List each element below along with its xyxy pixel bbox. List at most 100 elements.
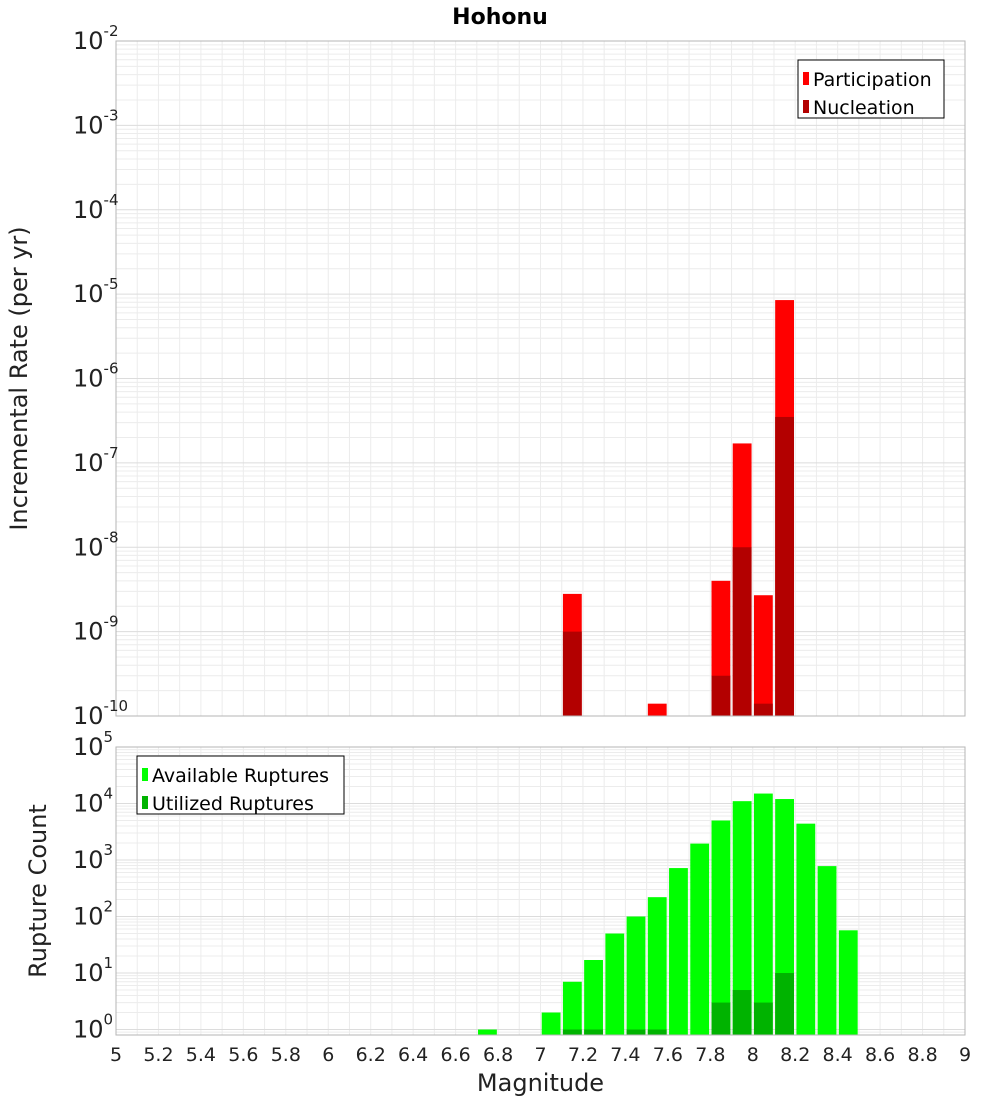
- top-bar-secondary: [753, 703, 773, 716]
- top-bar-secondary: [775, 416, 794, 716]
- y-tick-exponent: 0: [104, 1011, 114, 1029]
- y-tick-exponent: 3: [104, 841, 114, 859]
- y-tick-base: 10: [73, 702, 104, 730]
- y-tick-label: 102: [73, 898, 113, 931]
- top-legend: Participation Nucleation: [797, 59, 945, 119]
- legend-box: [136, 755, 345, 815]
- top-bar-primary: [753, 595, 773, 716]
- bottom-bar-primary: [690, 843, 710, 1035]
- y-tick-exponent: 1: [104, 954, 114, 972]
- x-tick-label: 8.8: [907, 1044, 937, 1066]
- bottom-bar-secondary: [753, 1002, 773, 1035]
- y-tick-base: 10: [73, 533, 104, 561]
- y-tick-exponent: -5: [104, 275, 119, 293]
- bottom-bar-primary: [796, 823, 816, 1035]
- y-tick-exponent: 5: [104, 728, 114, 746]
- bottom-y-axis-label: Rupture Count: [24, 804, 52, 978]
- legend-swatch: [803, 100, 809, 113]
- y-tick-base: 10: [73, 449, 104, 477]
- y-tick-exponent: -3: [104, 106, 119, 124]
- y-tick-label: 104: [73, 785, 113, 818]
- y-tick-base: 10: [73, 790, 104, 818]
- y-tick-label: 10-9: [73, 613, 119, 646]
- y-tick-base: 10: [73, 959, 104, 987]
- bottom-plot-frame: [115, 746, 966, 1036]
- x-tick-label: 5.2: [143, 1044, 173, 1066]
- bottom-bar-secondary: [732, 990, 752, 1035]
- bottom-bar-primary: [647, 897, 667, 1035]
- y-tick-label: 10-6: [73, 360, 119, 393]
- bottom-bar-secondary: [626, 1029, 646, 1035]
- y-tick-exponent: -9: [104, 613, 119, 631]
- x-tick-label: 6: [322, 1044, 334, 1066]
- legend-swatch: [142, 796, 148, 809]
- top-series-1: [562, 416, 794, 716]
- top-y-axis-label: Incremental Rate (per yr): [5, 226, 33, 530]
- x-tick-label: 8.6: [865, 1044, 895, 1066]
- y-tick-label: 100: [73, 1011, 113, 1044]
- x-tick-label: 7.8: [695, 1044, 725, 1066]
- y-tick-label: 10-4: [73, 191, 119, 224]
- top-bar-secondary: [732, 547, 752, 716]
- y-tick-base: 10: [73, 27, 104, 55]
- y-tick-label: 10-3: [73, 106, 119, 139]
- top-plot-frame: [115, 40, 966, 717]
- x-tick-label: 5.8: [271, 1044, 301, 1066]
- bottom-legend: Available Ruptures Utilized Ruptures: [136, 755, 345, 815]
- y-tick-label: 10-10: [73, 697, 128, 730]
- top-bar-primary: [647, 703, 667, 716]
- y-tick-label: 10-7: [73, 444, 119, 477]
- y-tick-base: 10: [73, 1016, 104, 1044]
- y-tick-label: 10-8: [73, 528, 119, 561]
- bottom-bar-primary: [626, 916, 646, 1035]
- x-tick-label: 6.4: [398, 1044, 428, 1066]
- bottom-bar-primary: [605, 933, 625, 1035]
- top-grid: [115, 41, 966, 717]
- legend-label: Available Ruptures: [152, 765, 329, 787]
- bottom-bar-primary: [753, 793, 773, 1035]
- top-bar-secondary: [562, 631, 582, 716]
- top-panel: 10-1010-910-810-710-610-510-410-310-2Inc…: [5, 22, 966, 730]
- bottom-bar-secondary: [775, 973, 794, 1035]
- y-tick-exponent: -2: [104, 22, 119, 40]
- y-tick-label: 105: [73, 728, 113, 761]
- bottom-bar-primary: [817, 866, 837, 1035]
- y-tick-base: 10: [73, 733, 104, 761]
- x-tick-label: 7: [534, 1044, 546, 1066]
- bottom-series-1: [562, 973, 794, 1035]
- x-tick-label: 5.4: [186, 1044, 216, 1066]
- legend-swatch: [803, 72, 809, 85]
- y-tick-exponent: 2: [104, 898, 114, 916]
- y-tick-exponent: 4: [104, 785, 114, 803]
- x-tick-label: 7.4: [610, 1044, 640, 1066]
- y-tick-exponent: -10: [104, 697, 129, 715]
- y-tick-exponent: -7: [104, 444, 119, 462]
- x-tick-label: 8: [747, 1044, 759, 1066]
- y-tick-label: 103: [73, 841, 113, 874]
- x-tick-label: 9: [959, 1044, 971, 1066]
- x-tick-labels: 5 5.2 5.4 5.6 5.8 6 6.2 6.4 6.6 6.8 7 7.2 7.4 7.6 7.8 8…: [110, 1044, 971, 1066]
- y-tick-label: 10-2: [73, 22, 119, 55]
- x-tick-label: 6.2: [356, 1044, 386, 1066]
- x-tick-label: 6.6: [440, 1044, 470, 1066]
- chart-title: Hohonu: [452, 5, 548, 30]
- x-tick-label: 5.6: [228, 1044, 258, 1066]
- legend-swatch: [142, 768, 148, 781]
- bottom-bar-primary: [478, 1029, 497, 1035]
- y-tick-base: 10: [73, 280, 104, 308]
- y-tick-exponent: -6: [104, 360, 119, 378]
- y-tick-base: 10: [73, 111, 104, 139]
- y-tick-exponent: -4: [104, 191, 119, 209]
- y-tick-base: 10: [73, 903, 104, 931]
- x-tick-label: 8.2: [780, 1044, 810, 1066]
- bottom-bar-primary: [562, 981, 582, 1035]
- y-tick-exponent: -8: [104, 528, 119, 546]
- bottom-bar-secondary: [562, 1029, 582, 1035]
- bottom-bar-secondary: [647, 1029, 667, 1035]
- y-tick-base: 10: [73, 196, 104, 224]
- bottom-bar-primary: [541, 1012, 561, 1035]
